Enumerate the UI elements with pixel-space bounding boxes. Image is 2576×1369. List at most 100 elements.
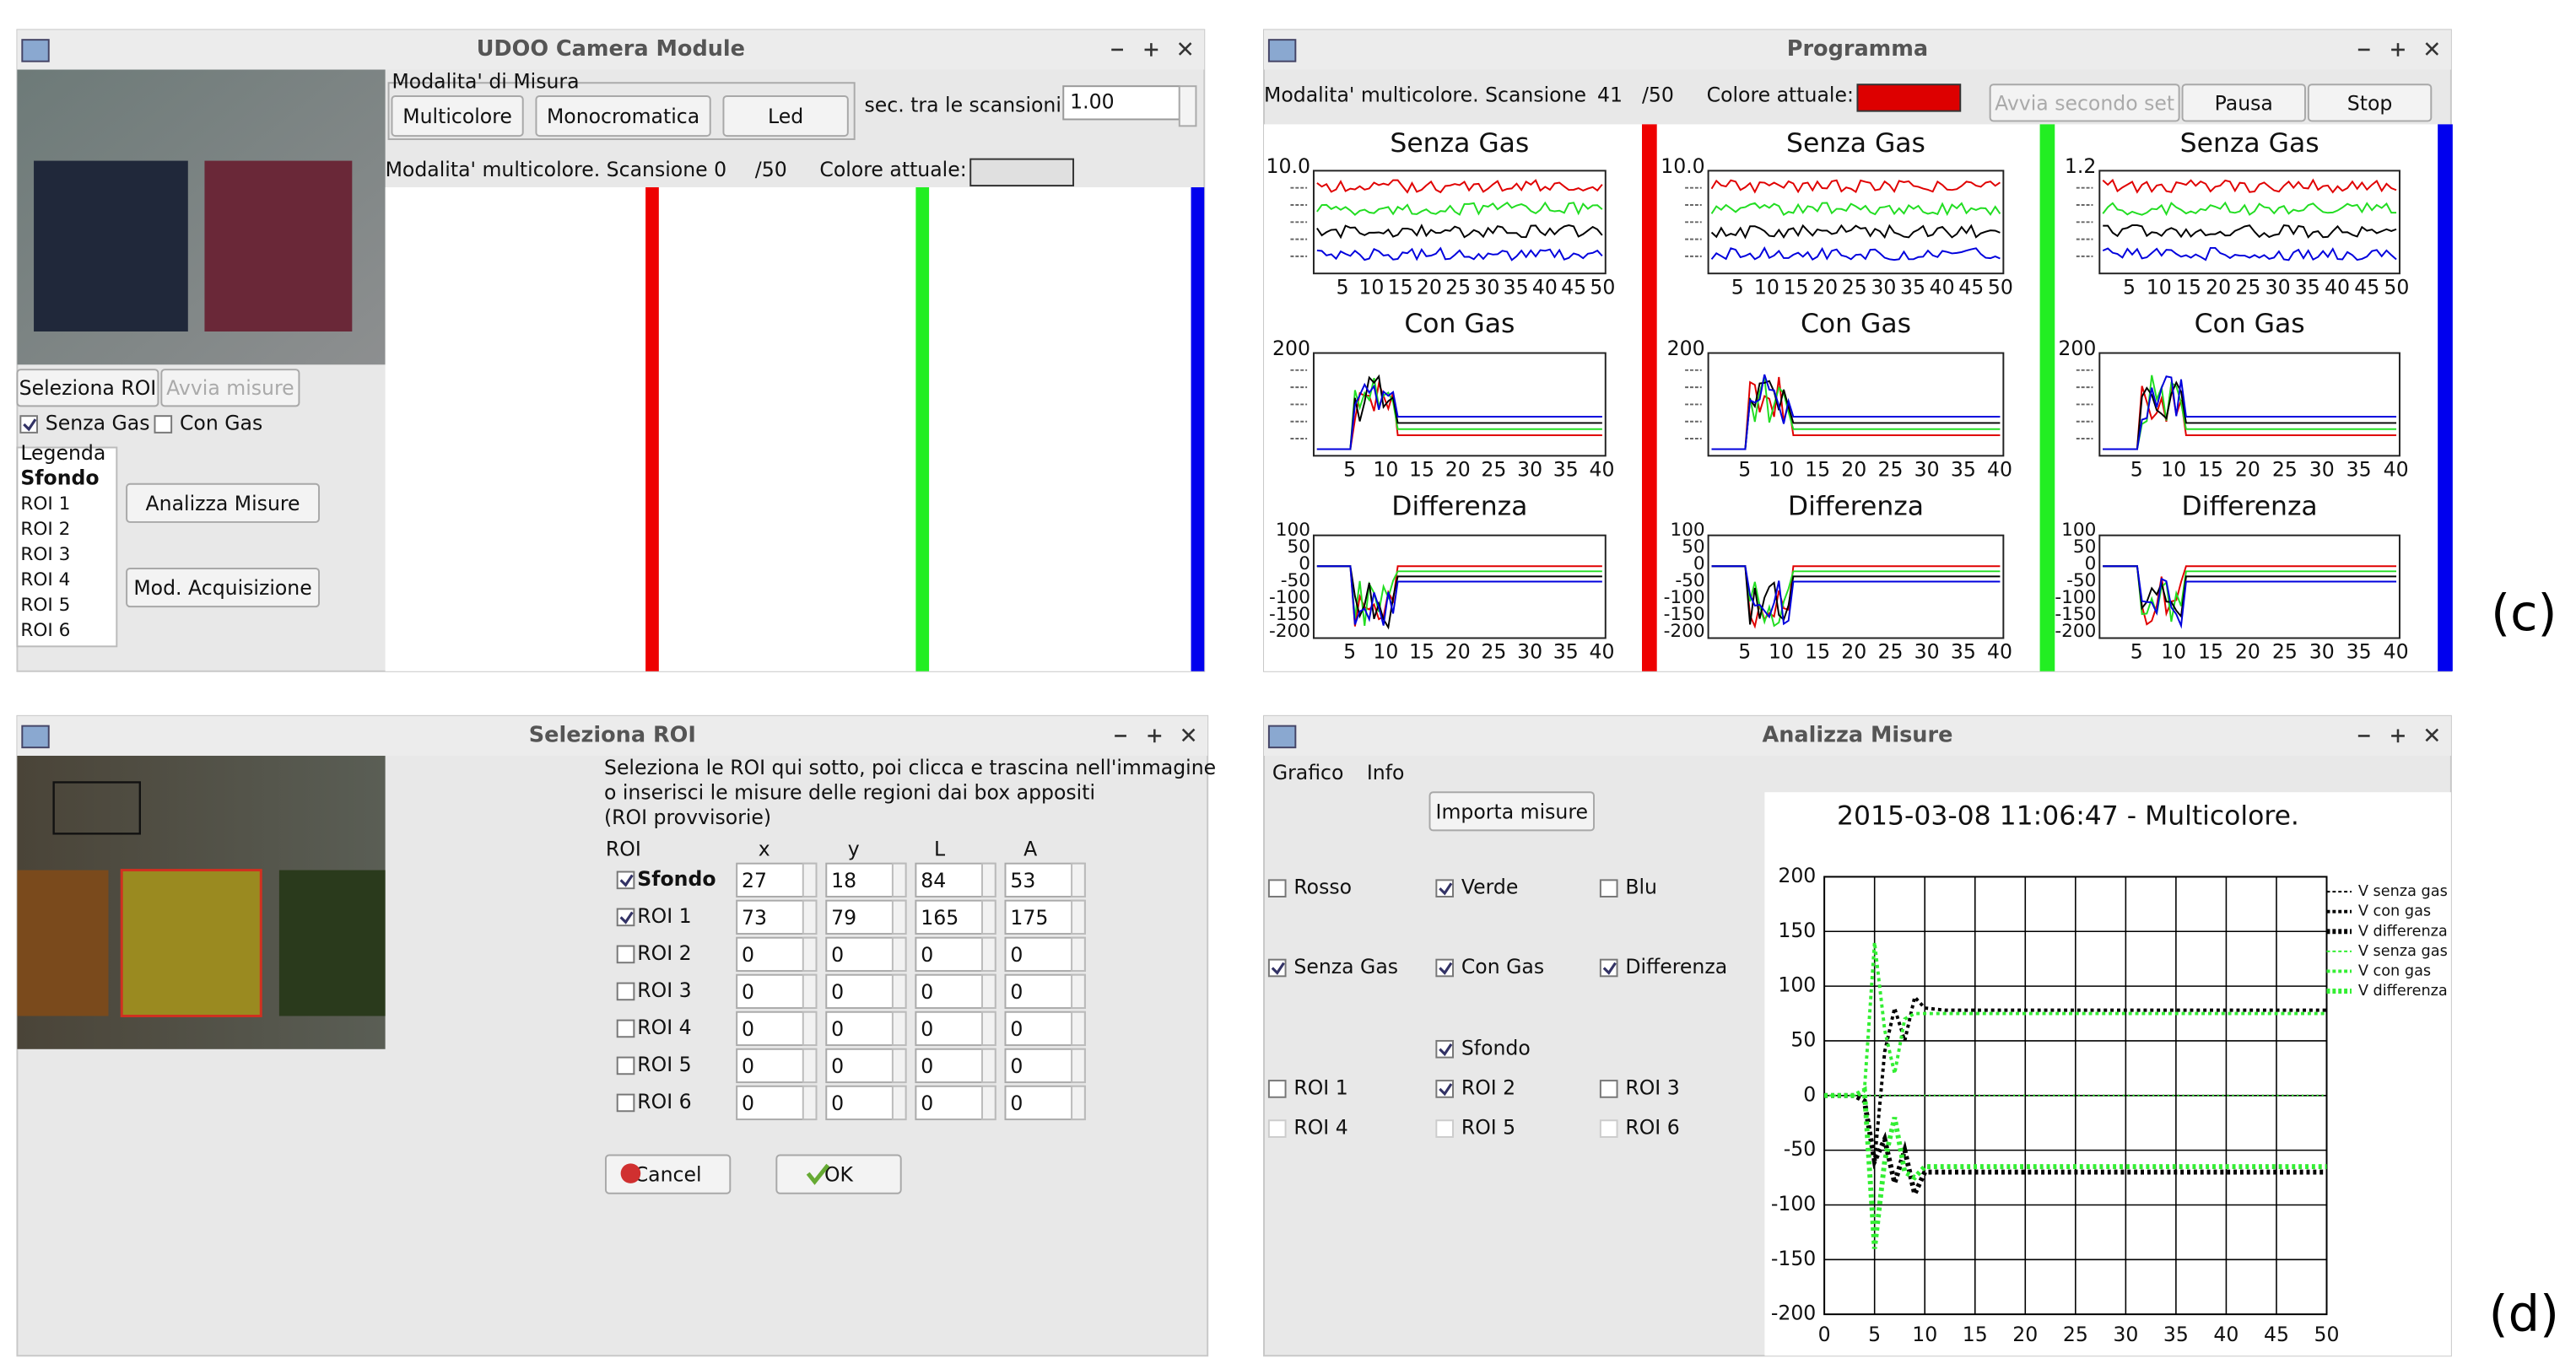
spinner xyxy=(1071,862,1086,897)
roi-name: Sfondo xyxy=(637,867,716,891)
spinner xyxy=(1071,1011,1086,1047)
legend-item: ROI 4 xyxy=(20,569,70,590)
menu-item[interactable]: Grafico xyxy=(1272,761,1344,784)
spinner xyxy=(802,899,818,935)
y-tick-label: -100 xyxy=(1771,1192,1816,1215)
legend-item: V con gas xyxy=(2358,903,2431,920)
color-bar xyxy=(2039,124,2055,671)
mini-curve xyxy=(1710,224,2001,240)
mini-curve xyxy=(2103,565,2397,619)
interval-label: sec. tra le scansioni: xyxy=(864,93,1067,116)
spinner xyxy=(802,936,818,973)
button-frame xyxy=(1989,84,2180,122)
y-tick-label: -200 xyxy=(1771,1302,1816,1325)
spinner xyxy=(1071,936,1086,973)
roi-rect xyxy=(52,781,141,835)
x-tick-label: 25 xyxy=(2063,1323,2088,1346)
x-tick-label: 15 xyxy=(1409,640,1434,664)
button[interactable]: Pausa xyxy=(2215,91,2273,115)
y-tick-label: 50 xyxy=(1288,536,1310,558)
group-label: Modalita' di Misura xyxy=(392,70,579,94)
y-tick-label: 100 xyxy=(1778,973,1816,997)
color-bar xyxy=(915,187,930,671)
mini-curve xyxy=(1316,374,1602,450)
button[interactable]: Analizza Misure xyxy=(146,492,300,515)
button[interactable]: Mod. Acquisizione xyxy=(133,576,311,600)
roi-value: 175 xyxy=(1010,906,1048,930)
roi-value: 18 xyxy=(831,869,856,892)
checkbox xyxy=(616,1056,635,1075)
y-tick-label: 200 xyxy=(2058,337,2096,360)
legend-item: ROI 5 xyxy=(20,595,70,616)
spinner xyxy=(1178,85,1197,127)
x-tick-label: 5 xyxy=(1738,640,1751,664)
x-tick-label: 15 xyxy=(1409,458,1434,482)
y-tick-label: 100 xyxy=(1276,520,1310,541)
roi-value: 0 xyxy=(1010,1091,1023,1115)
button[interactable]: Monocromatica xyxy=(547,105,699,128)
spinner xyxy=(891,1085,907,1121)
color-label: Colore attuale: xyxy=(1707,83,1854,106)
camera-square xyxy=(34,160,188,331)
window-title: Seleziona ROI xyxy=(529,722,696,747)
x-tick-label: 20 xyxy=(1841,458,1866,482)
panel-label: (d) xyxy=(2489,1285,2559,1343)
legend-item: ROI 3 xyxy=(20,544,70,565)
checkbox xyxy=(1599,1080,1618,1098)
x-tick-label: 10 xyxy=(1912,1323,1937,1346)
x-tick-label: 40 xyxy=(1590,458,1615,482)
plot-area xyxy=(1764,792,2451,1356)
plot-title: Senza Gas xyxy=(1786,128,1925,159)
mini-curve xyxy=(2102,246,2397,261)
mini-curve xyxy=(1711,376,2001,450)
color-swatch xyxy=(969,158,1075,187)
instruction: (ROI provvisorie) xyxy=(604,806,771,829)
spinner xyxy=(802,973,818,1010)
legend-item: V differenza xyxy=(2358,983,2448,1000)
button-frame xyxy=(775,1154,902,1194)
legend-item: ROI 6 xyxy=(20,620,70,641)
checkbox xyxy=(1435,958,1454,978)
y-tick-label: -150 xyxy=(1664,604,1705,625)
camera-square xyxy=(120,869,262,1017)
plot-frame xyxy=(2098,352,2400,457)
checkbox xyxy=(1599,879,1618,897)
x-tick-label: 5 xyxy=(2123,275,2136,299)
spinner xyxy=(891,936,907,973)
mini-curve xyxy=(1316,246,1603,261)
checkbox-label: ROI 4 xyxy=(1293,1116,1347,1140)
roi-value: 0 xyxy=(742,1091,754,1115)
button[interactable]: Multicolore xyxy=(402,105,512,128)
y-tick-label: -100 xyxy=(1269,587,1310,608)
button[interactable]: Cancel xyxy=(635,1163,702,1187)
cancel-icon xyxy=(620,1163,641,1183)
checkbox-label: Rosso xyxy=(1293,876,1352,899)
button[interactable]: Led xyxy=(768,105,803,128)
checkbox-label: Blu xyxy=(1625,876,1657,899)
roi-value: 0 xyxy=(921,943,933,967)
checkbox-label: Verde xyxy=(1461,876,1519,899)
roi-value: 27 xyxy=(742,869,767,892)
plot-title: Differenza xyxy=(1391,491,1527,521)
x-tick-label: 40 xyxy=(1930,275,1955,299)
mini-curve xyxy=(2103,224,2397,239)
button[interactable]: Importa misure xyxy=(1436,800,1589,823)
x-tick-label: 15 xyxy=(1963,1323,1988,1346)
x-tick-label: 30 xyxy=(2113,1323,2138,1346)
menu-item[interactable]: Info xyxy=(1367,761,1405,784)
button[interactable]: Seleziona ROI xyxy=(19,376,157,400)
y-tick-label: 1.2 xyxy=(2065,154,2096,178)
x-tick-label: 20 xyxy=(1841,640,1866,664)
legend-item: Sfondo xyxy=(20,466,99,489)
x-tick-label: 5 xyxy=(1731,275,1744,299)
mini-curve xyxy=(1316,179,1603,194)
roi-name: ROI 3 xyxy=(637,978,691,1002)
x-tick-label: 25 xyxy=(2272,640,2298,664)
checkbox-label: Con Gas xyxy=(180,412,262,435)
button[interactable]: Stop xyxy=(2347,91,2393,115)
spinner xyxy=(980,899,996,935)
plot-frame xyxy=(1312,534,1607,639)
plot-title: Senza Gas xyxy=(2180,128,2319,159)
x-tick-label: 15 xyxy=(2198,458,2223,482)
